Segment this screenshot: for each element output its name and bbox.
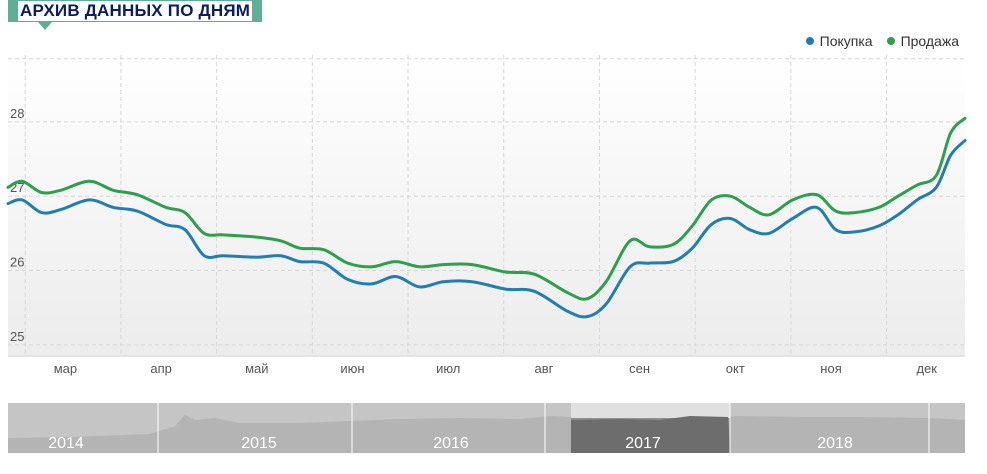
legend-item-sell[interactable]: Продажа bbox=[886, 33, 959, 49]
x-tick-label: авг bbox=[534, 361, 553, 376]
navigator-year-label[interactable]: 2017 bbox=[625, 435, 661, 452]
x-tick-label: дек bbox=[916, 361, 937, 376]
x-tick-label: апр bbox=[150, 361, 172, 376]
legend-item-buy[interactable]: Покупка bbox=[805, 33, 873, 49]
legend-buy-label: Покупка bbox=[819, 33, 873, 49]
x-tick-label: окт bbox=[726, 361, 745, 376]
navigator-year-label[interactable]: 2018 bbox=[817, 435, 853, 452]
navigator-selection-top bbox=[571, 403, 730, 418]
legend-buy-marker-icon bbox=[805, 37, 814, 45]
plot-background bbox=[8, 55, 965, 355]
title-arrow-icon bbox=[38, 22, 52, 30]
series-line-sell[interactable] bbox=[6, 116, 967, 301]
title-tab: АРХИВ ДАННЫХ ПО ДНЯМ bbox=[8, 0, 263, 22]
y-tick-label: 26 bbox=[10, 255, 24, 270]
navigator-year-label[interactable]: 2015 bbox=[241, 435, 277, 452]
navigator-year-label[interactable]: 2014 bbox=[48, 435, 84, 452]
grid bbox=[8, 55, 965, 356]
x-tick-label: ноя bbox=[820, 361, 841, 376]
page-title: АРХИВ ДАННЫХ ПО ДНЯМ bbox=[18, 1, 253, 21]
series-lines bbox=[6, 116, 967, 319]
legend-sell-marker-icon bbox=[886, 37, 895, 45]
navigator-year-label[interactable]: 2016 bbox=[433, 435, 469, 452]
y-tick-label: 25 bbox=[10, 329, 24, 344]
x-tick-label: июн bbox=[340, 361, 364, 376]
legend-sell-label: Продажа bbox=[900, 33, 959, 49]
x-axis-ticks: мар апр май июн июл авг сен окт ноя дек bbox=[54, 361, 938, 376]
legend: Покупка Продажа bbox=[805, 33, 959, 49]
x-tick-label: июл bbox=[436, 361, 460, 376]
series-line-buy[interactable] bbox=[6, 139, 967, 319]
navigator[interactable]: 2014 2015 2016 2017 2018 bbox=[8, 403, 965, 453]
navigator-years: 2014 2015 2016 2017 2018 bbox=[48, 435, 853, 452]
x-tick-label: сен bbox=[629, 361, 650, 376]
y-tick-label: 28 bbox=[10, 106, 24, 121]
x-tick-label: май bbox=[245, 361, 268, 376]
x-tick-label: мар bbox=[54, 361, 77, 376]
navigator-separators bbox=[157, 403, 930, 453]
navigator-selection-area bbox=[571, 416, 730, 453]
